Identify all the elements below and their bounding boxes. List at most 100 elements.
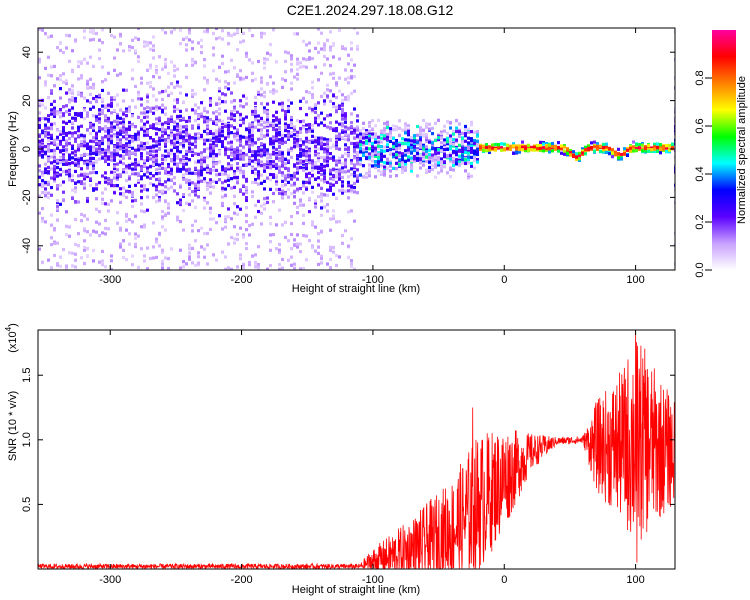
heatmap-cell: [140, 175, 143, 179]
heatmap-cell: [146, 267, 149, 270]
heatmap-cell: [224, 80, 227, 84]
heatmap-cell: [77, 148, 80, 152]
heatmap-cell: [563, 149, 566, 153]
heatmap-cell: [464, 128, 467, 132]
heatmap-cell: [254, 172, 257, 176]
heatmap-cell: [374, 163, 377, 167]
heatmap-cell: [125, 257, 128, 262]
heatmap-cell: [449, 157, 452, 161]
heatmap-cell: [284, 59, 287, 63]
heatmap-cell: [641, 149, 644, 153]
heatmap-cell: [299, 65, 302, 69]
heatmap-cell: [305, 187, 308, 191]
heatmap-cell: [476, 130, 479, 134]
heatmap-cell: [377, 156, 380, 161]
heatmap-cell: [260, 160, 263, 164]
heatmap-cell: [206, 168, 209, 172]
heatmap-cell: [167, 134, 170, 138]
heatmap-cell: [65, 110, 68, 114]
heatmap-cell: [281, 192, 284, 196]
heatmap-cell: [209, 117, 212, 122]
heatmap-cell: [245, 196, 248, 200]
heatmap-cell: [350, 161, 353, 165]
heatmap-cell: [356, 153, 359, 158]
heatmap-cell: [209, 217, 212, 221]
heatmap-cell: [290, 146, 293, 150]
heatmap-cell: [326, 114, 329, 118]
heatmap-cell: [419, 161, 422, 165]
heatmap-cell: [599, 144, 602, 148]
heatmap-cell: [68, 98, 71, 102]
heatmap-cell: [65, 210, 68, 214]
heatmap-cell: [68, 131, 71, 135]
heatmap-cell: [143, 122, 146, 126]
heatmap-cell: [311, 86, 314, 90]
heatmap-cell: [254, 178, 257, 182]
heatmap-cell: [293, 125, 296, 129]
heatmap-cell: [326, 209, 329, 213]
heatmap-cell: [338, 137, 341, 141]
heatmap-cell: [398, 119, 401, 123]
heatmap-cell: [47, 157, 50, 161]
heatmap-cell: [89, 38, 92, 42]
heatmap-cell: [521, 148, 524, 152]
heatmap-cell: [92, 96, 95, 101]
heatmap-cell: [365, 154, 368, 159]
heatmap-cell: [98, 57, 101, 61]
heatmap-cell: [98, 147, 101, 151]
heatmap-cell: [275, 131, 278, 135]
heatmap-cell: [110, 267, 113, 270]
heatmap-cell: [428, 122, 431, 126]
heatmap-cell: [443, 160, 446, 164]
heatmap-cell: [161, 166, 164, 170]
heatmap-cell: [197, 113, 200, 117]
heatmap-cell: [467, 127, 470, 131]
heatmap-cell: [179, 167, 182, 172]
heatmap-cell: [158, 182, 161, 186]
heatmap-cell: [98, 181, 101, 185]
heatmap-cell: [440, 163, 443, 167]
heatmap-cell: [461, 152, 464, 156]
heatmap-cell: [344, 161, 347, 165]
heatmap-cell: [38, 102, 41, 106]
heatmap-cell: [164, 138, 167, 142]
heatmap-cell: [143, 159, 146, 163]
heatmap-cell: [260, 116, 263, 120]
heatmap-cell: [218, 178, 221, 182]
heatmap-cell: [329, 48, 332, 52]
heatmap-cell: [107, 157, 110, 161]
heatmap-cell: [86, 99, 89, 103]
heatmap-cell: [119, 245, 122, 249]
heatmap-cell: [215, 121, 218, 125]
heatmap-cell: [473, 130, 476, 134]
heatmap-cell: [245, 162, 248, 167]
heatmap-cell: [578, 151, 581, 155]
heatmap-cell: [311, 244, 314, 248]
heatmap-cell: [332, 209, 335, 213]
heatmap-cell: [161, 128, 164, 132]
heatmap-cell: [413, 159, 416, 163]
heatmap-cell: [167, 139, 170, 144]
heatmap-cell: [89, 30, 92, 34]
heatmap-cell: [65, 150, 68, 154]
heatmap-cell: [77, 164, 80, 168]
heatmap-cell: [80, 256, 83, 260]
heatmap-cell: [323, 63, 326, 67]
heatmap-cell: [320, 136, 323, 140]
heatmap-cell: [323, 99, 326, 103]
heatmap-cell: [179, 91, 182, 95]
heatmap-cell: [344, 131, 347, 135]
heatmap-cell: [176, 192, 179, 196]
colorbar-tick-label: 0.6: [694, 118, 706, 133]
heatmap-cell: [350, 121, 353, 125]
heatmap-cell: [455, 138, 458, 142]
heatmap-cell: [173, 133, 176, 137]
colorbar-tick-label: 0.2: [694, 214, 706, 229]
heatmap-cell: [350, 259, 353, 263]
heatmap-cell: [224, 225, 227, 229]
heatmap-cell: [341, 117, 344, 121]
heatmap-cell: [188, 158, 191, 162]
heatmap-cell: [425, 149, 428, 154]
heatmap-cell: [95, 170, 98, 175]
heatmap-cell: [236, 161, 239, 166]
